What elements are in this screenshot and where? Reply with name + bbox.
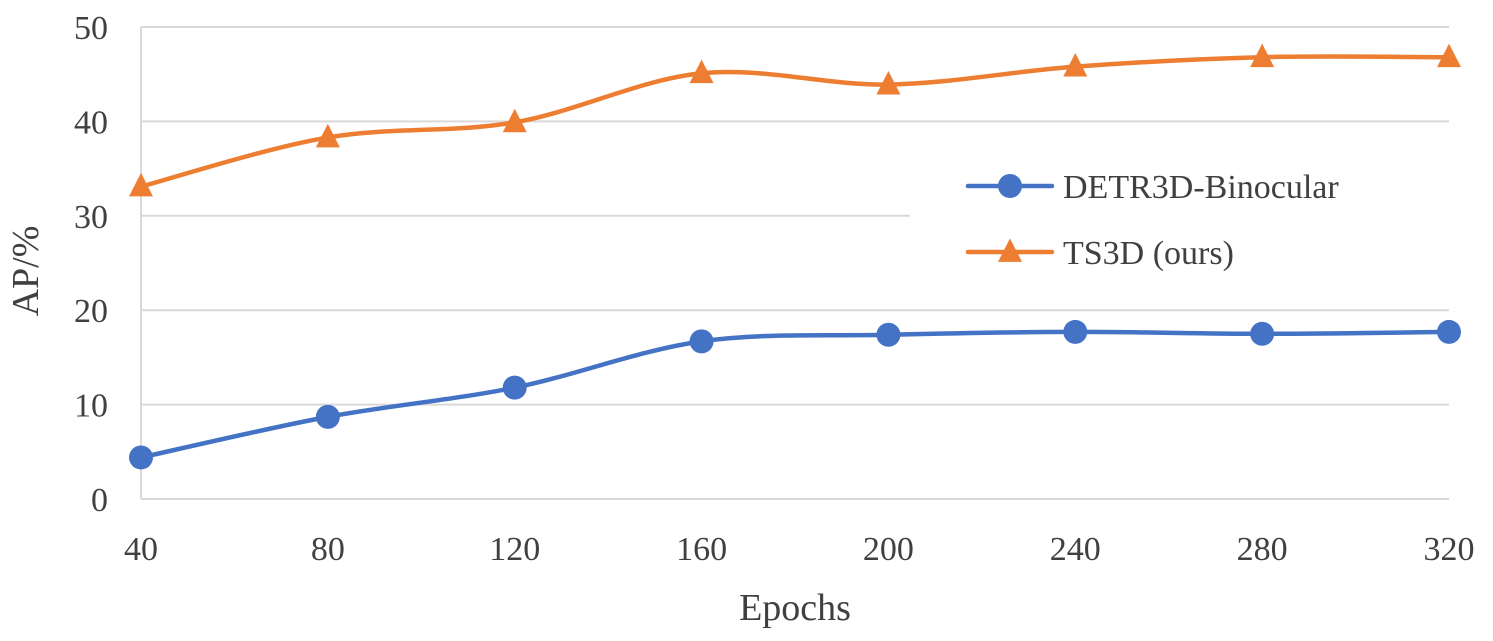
data-point [689,59,714,84]
x-tick-label: 320 [1424,531,1475,568]
legend-swatch-marker [998,238,1022,262]
series-layer [129,43,1461,470]
y-tick-label: 10 [74,388,108,425]
series-2 [129,43,1461,197]
x-tick-label: 120 [489,531,540,568]
data-point [502,108,527,133]
data-point [502,375,527,400]
y-tick-label: 0 [91,482,108,519]
data-point [315,123,340,148]
x-tick-label: 40 [124,531,158,568]
x-tick-label: 200 [863,531,914,568]
data-point [876,322,901,347]
data-point [1437,319,1461,344]
y-axis-title: AP/% [5,226,47,317]
data-point [1063,319,1088,344]
axes: 0 10 20 30 40 50 40 80 120 160 200 240 280 320 [74,10,1475,568]
data-point [1437,43,1461,68]
data-point [1250,43,1275,68]
x-tick-label: 160 [676,531,727,568]
y-tick-label: 50 [74,10,108,47]
legend-label: TS3D (ours) [1063,235,1234,272]
x-tick-label: 80 [311,531,345,568]
series-line [138,329,1452,460]
gridlines [141,26,1449,406]
y-tick-label: 40 [74,104,108,141]
x-axis-title: Epochs [739,587,851,629]
data-point [876,70,901,95]
x-tick-label: 240 [1050,531,1101,568]
legend-label: DETR3D-Binocular [1063,169,1339,206]
data-point [689,329,714,354]
y-tick-label: 20 [74,293,108,330]
series-1 [129,319,1461,470]
series-line [138,54,1452,189]
legend: DETR3D-Binocular TS3D (ours) [910,150,1450,285]
data-point [1250,321,1275,346]
data-point [129,172,153,197]
data-point [1063,53,1088,77]
legend-background [910,150,1450,285]
data-point [315,404,340,429]
legend-swatch-marker [998,174,1022,198]
x-tick-label: 280 [1237,531,1288,568]
y-tick-label: 30 [74,199,108,236]
data-point [129,445,153,470]
